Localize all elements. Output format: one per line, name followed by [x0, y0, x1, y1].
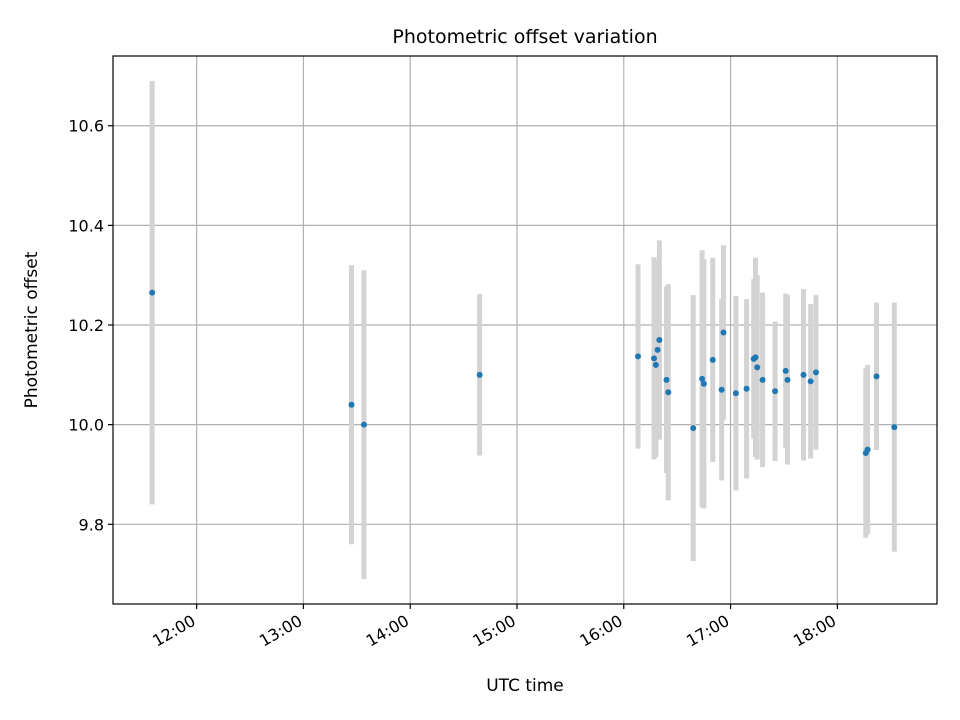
y-tick-label: 10.2 — [68, 316, 104, 335]
data-point — [635, 353, 642, 360]
data-point — [807, 378, 814, 385]
data-point — [709, 356, 716, 363]
data-point — [752, 354, 759, 361]
data-point — [149, 289, 156, 296]
data-point — [891, 424, 898, 431]
chart-title: Photometric offset variation — [392, 26, 657, 48]
grid — [113, 56, 937, 604]
data-point — [663, 376, 670, 383]
data-point — [665, 389, 672, 396]
data-point — [784, 376, 791, 383]
data-point — [864, 446, 871, 453]
data-point — [718, 386, 725, 393]
plot-frame — [112, 55, 938, 605]
data-point — [690, 425, 697, 432]
data-point — [700, 380, 707, 387]
data-point — [720, 329, 727, 336]
data-point — [800, 371, 807, 378]
data-point — [772, 388, 779, 395]
x-axis-title: UTC time — [486, 676, 564, 696]
data-point — [699, 375, 706, 382]
data-point — [348, 401, 355, 408]
data-point — [812, 369, 819, 376]
data-point — [759, 376, 766, 383]
data-point — [732, 390, 739, 397]
plot-area — [113, 56, 937, 604]
data-point — [743, 385, 750, 392]
data-point — [754, 364, 761, 371]
data-point — [656, 336, 663, 343]
data-point — [476, 371, 483, 378]
data-point — [654, 346, 661, 353]
data-point — [873, 373, 880, 380]
data-points — [149, 289, 898, 457]
data-point — [651, 355, 658, 362]
y-tick-label: 9.8 — [79, 515, 104, 534]
data-point — [782, 367, 789, 374]
y-axis-title: Photometric offset — [22, 251, 42, 408]
data-point — [360, 421, 367, 428]
y-tick-label: 10.6 — [68, 117, 104, 136]
y-tick-label: 10.4 — [68, 216, 104, 235]
data-point — [652, 361, 659, 368]
y-tick-label: 10.0 — [68, 416, 104, 435]
